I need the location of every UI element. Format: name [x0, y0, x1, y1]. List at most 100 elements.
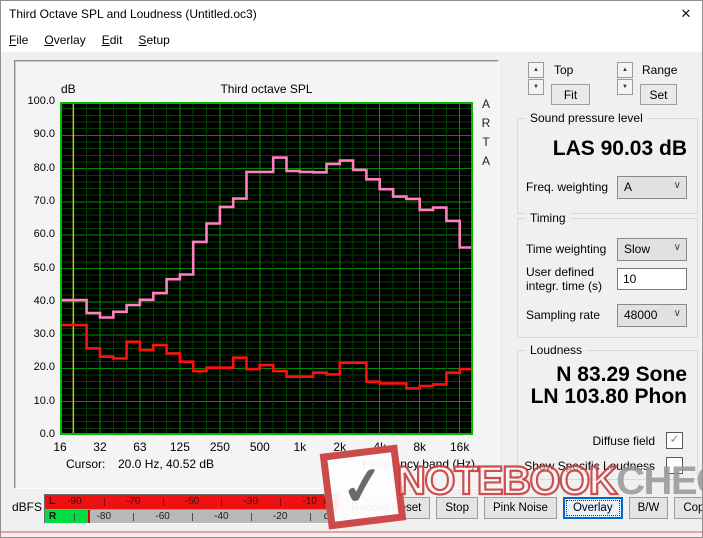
range-spin-up-icon[interactable]: ▲: [617, 62, 633, 78]
time-weighting-value: Slow: [624, 242, 651, 256]
loudness-phon-readout: LN 103.80 Phon: [530, 385, 687, 408]
level-meter: L -90 -70 -50 -30 -10 dB R -80 -60 -40 -20 dB: [44, 494, 340, 524]
meter-scale-label: -80: [96, 511, 112, 522]
button-b-w[interactable]: B/W: [628, 497, 669, 519]
y-tick-40: 40.0: [33, 294, 55, 307]
x-axis-label: Frequency band (Hz): [362, 457, 475, 471]
meter-unit-label: dB: [323, 511, 336, 522]
chevron-down-icon: ∨: [673, 308, 681, 319]
set-button[interactable]: Set: [640, 84, 677, 105]
range-spinner: ▲ ▼: [617, 62, 633, 96]
meter-tick: [192, 513, 193, 521]
meter-tick: [280, 498, 282, 506]
button-overlay[interactable]: Overlay: [562, 497, 623, 519]
y-tick-30: 30.0: [33, 328, 55, 341]
brand-letter: A: [481, 97, 490, 111]
freq-weighting-label: Freq. weighting: [526, 180, 609, 194]
menu-bar: File Overlay Edit Setup: [0, 28, 703, 52]
menu-item-overlay[interactable]: Overlay: [44, 33, 86, 47]
integr-time-label-line1: User defined: [526, 265, 595, 279]
y-tick-70: 70.0: [33, 194, 55, 207]
meter-channel-label: R: [49, 511, 57, 522]
watermark-line: [0, 531, 703, 533]
integr-time-input[interactable]: [617, 268, 687, 290]
diffuse-field-label: Diffuse field: [592, 434, 655, 448]
sampling-rate-label: Sampling rate: [526, 308, 601, 322]
top-label: Top: [554, 63, 574, 77]
y-axis-unit: dB: [61, 82, 76, 96]
x-tick-63: 63: [133, 440, 147, 454]
x-tick-125: 125: [169, 440, 190, 454]
y-tick-0: 0.0: [39, 428, 55, 440]
meter-scale-label: -60: [155, 511, 170, 522]
meter-tick: [250, 513, 252, 521]
button-copy[interactable]: Copy: [674, 497, 703, 519]
menu-item-edit[interactable]: Edit: [101, 33, 123, 47]
integr-time-label-line2: integr. time (s): [526, 279, 603, 293]
meter-tick: [162, 498, 164, 506]
freq-weighting-select[interactable]: A ∨: [617, 176, 687, 199]
y-tick-90: 90.0: [33, 128, 55, 141]
y-tick-80: 80.0: [33, 161, 55, 174]
meter-unit-label: dB: [323, 496, 336, 507]
time-weighting-select[interactable]: Slow ∨: [617, 238, 687, 261]
meter-peak-line: [87, 510, 90, 523]
top-spin-up-icon[interactable]: ▲: [528, 62, 544, 78]
loudness-group-title: Loudness: [526, 343, 587, 357]
loudness-sone-readout: N 83.29 Sone: [556, 363, 687, 386]
meter-tick: [133, 513, 135, 521]
cursor-label: Cursor:: [66, 457, 106, 471]
brand-letter: R: [481, 116, 491, 130]
range-label: Range: [642, 63, 678, 77]
meter-scale-label: -90: [67, 496, 82, 507]
time-weighting-label: Time weighting: [526, 242, 607, 256]
brand-letter: T: [482, 135, 490, 149]
button-record-reset[interactable]: Record/Reset: [342, 497, 431, 519]
meter-tick: [103, 498, 105, 506]
sampling-rate-select[interactable]: 48000 ∨: [617, 304, 687, 327]
y-tick-50: 50.0: [33, 261, 55, 274]
meter-scale-label: -40: [214, 511, 229, 522]
x-tick-4k: 4k: [373, 440, 387, 454]
title-bar: Third Octave SPL and Loudness (Untitled.…: [0, 0, 703, 28]
button-stop[interactable]: Stop: [436, 497, 478, 519]
x-tick-32: 32: [93, 440, 107, 454]
meter-scale-label: -10: [302, 496, 317, 507]
x-tick-1k: 1k: [293, 440, 307, 454]
loudness-group: Loudness N 83.29 Sone LN 103.80 Phon Dif…: [517, 343, 698, 480]
specific-loudness-checkbox[interactable]: [666, 457, 683, 474]
sound-pressure-group: Sound pressure level LAS 90.03 dB Freq. …: [517, 111, 698, 214]
x-tick-16k: 16k: [449, 440, 470, 454]
sound-pressure-group-title: Sound pressure level: [526, 111, 647, 125]
series-current: [60, 323, 473, 390]
chevron-down-icon: ∨: [673, 242, 681, 253]
timing-group-title: Timing: [526, 211, 570, 225]
meter-channel-label: L: [49, 496, 56, 507]
menu-item-file[interactable]: File: [9, 33, 29, 47]
meter-row-R: R -80 -60 -40 -20 dB: [45, 509, 339, 523]
meter-scale-label: -20: [272, 511, 288, 522]
meter-tick: [221, 498, 223, 506]
diffuse-field-checkbox[interactable]: ✓: [666, 432, 683, 449]
button-pink-noise[interactable]: Pink Noise: [483, 497, 557, 519]
menu-item-setup[interactable]: Setup: [138, 33, 170, 47]
y-tick-10: 10.0: [33, 394, 55, 407]
fit-button[interactable]: Fit: [551, 84, 590, 105]
x-tick-2k: 2k: [333, 440, 347, 454]
top-spin-down-icon[interactable]: ▼: [528, 79, 544, 95]
window-title: Third Octave SPL and Loudness (Untitled.…: [9, 7, 257, 21]
meter-tick: [74, 513, 76, 521]
close-icon[interactable]: ✕: [680, 6, 692, 21]
range-spin-down-icon[interactable]: ▼: [617, 79, 633, 95]
spl-readout: LAS 90.03 dB: [552, 137, 687, 160]
y-tick-20: 20.0: [33, 361, 55, 374]
top-spinner: ▲ ▼: [528, 62, 544, 96]
freq-weighting-value: A: [624, 180, 633, 194]
brand-letter: A: [481, 154, 490, 168]
spl-plot[interactable]: [60, 102, 473, 435]
meter-row-L: L -90 -70 -50 -30 -10 dB: [45, 495, 339, 509]
meter-scale-label: -30: [243, 496, 259, 507]
